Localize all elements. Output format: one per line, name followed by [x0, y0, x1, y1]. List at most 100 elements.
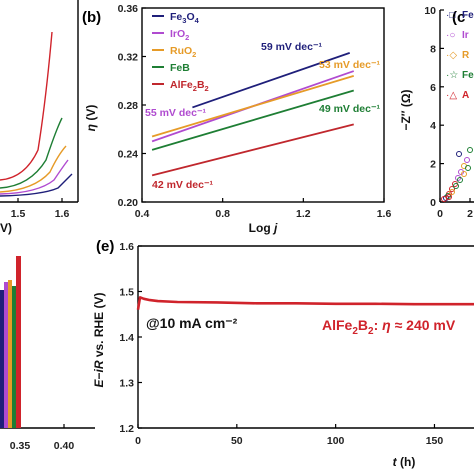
panel-c-nyquist-point [449, 189, 455, 195]
panel-e-series-line-alfe2b2 [136, 296, 474, 310]
panel-d-bar [8, 280, 12, 428]
panel-b-slope-label: 42 mV dec⁻¹ [152, 179, 213, 191]
panel-b-legend-entry: AlFe2B2 [170, 79, 209, 93]
panel-b-x-axis-title: Log j [249, 221, 278, 235]
panel-b-slope-label: 55 mV dec⁻¹ [145, 107, 206, 119]
panel-c-nyquist-point [464, 157, 470, 163]
panel-e-annotation: @10 mA cm⁻² [146, 315, 238, 331]
panel-b-x-tick-label: 0.4 [135, 208, 150, 220]
panel-c-nyquist-point [445, 193, 451, 199]
panel-c-nyquist-point [461, 171, 467, 177]
panel-d: 0.35 0.40 [0, 256, 95, 452]
panel-b-y-tick-label: 0.24 [118, 149, 139, 161]
panel-b-series-line-alfe2b2 [151, 123, 354, 177]
panel-b-x-tick-label: 1.2 [296, 208, 311, 220]
panel-a-curve-feb [0, 117, 63, 189]
panel-e-label: (e) [96, 238, 114, 255]
panel-c-legend-entry: R [462, 50, 470, 61]
panel-b-legend: Fe3O4 IrO2 RuO2 FeB AlFe2B2 [152, 11, 209, 93]
panel-c-legend-marker: ·☆ [446, 70, 458, 81]
panel-b-y-tick-label: 0.36 [118, 3, 139, 15]
panel-c-nyquist-point [465, 165, 471, 171]
panel-a-x-axis-title: V) [0, 221, 12, 235]
panel-d-bar [0, 290, 4, 428]
panel-b-series-line-feb [151, 89, 355, 151]
panel-c-y-axis-title: −Z″ (Ω) [399, 89, 413, 130]
panel-e-y-tick-label: 1.4 [119, 332, 134, 344]
panel-d-x-tick-label: 0.35 [10, 440, 31, 452]
panel-c-legend-marker: ·○ [446, 30, 455, 41]
panel-e-y-tick-label: 1.2 [119, 423, 134, 435]
panel-a-curve-ruo2 [0, 145, 67, 193]
panel-d-bar [16, 256, 21, 428]
panel-b-x-tick-label: 0.8 [215, 208, 230, 220]
panel-e-y-tick-label: 1.5 [119, 287, 134, 299]
panel-b-series-line-fe3o4 [192, 52, 351, 109]
panel-a-x-tick-label: 1.6 [55, 208, 70, 220]
panel-d-bar [12, 286, 16, 428]
panel-e-x-axis-title: t (h) [393, 455, 416, 469]
panel-c-legend-entry: Fe [462, 10, 474, 21]
panel-e-x-tick-label: 50 [231, 435, 243, 447]
panel-c-nyquist-point [456, 151, 462, 157]
panel-e-x-tick-label: 150 [426, 435, 444, 447]
panel-c-y-tick-label: 0 [430, 197, 436, 209]
panel-c-nyquist-point [457, 177, 463, 183]
panel-b-label: (b) [82, 9, 101, 26]
panel-b-axes: 0.4 0.8 1.2 1.6 0.20 0.24 0.28 0.32 0.36 [118, 3, 392, 220]
panel-b-slope-label: 53 mV dec⁻¹ [319, 59, 380, 71]
panel-e-x-tick-label: 0 [135, 435, 141, 447]
panel-c-legend: ·□ Fe ·○ Ir ·◇ R ·☆ Fe ·△ A [446, 10, 474, 101]
panel-b-slope-labels: 59 mV dec⁻¹ 55 mV dec⁻¹ 53 mV dec⁻¹ 49 mV d… [145, 41, 380, 191]
panel-c-x-tick-label: 0 [437, 208, 443, 220]
panel-c-ticks: 0 2 4 6 8 10 0 2 [424, 5, 473, 220]
panel-b-y-tick-label: 0.32 [118, 52, 139, 64]
panel-c-y-tick-label: 4 [430, 120, 436, 132]
panel-b-slope-label: 49 mV dec⁻¹ [319, 103, 380, 115]
panel-a-x-tick-label: 1.5 [11, 208, 26, 220]
panel-c-legend-marker: ·□ [446, 10, 455, 21]
panel-d-bar [4, 282, 8, 428]
panel-c-nyquist-point [449, 186, 455, 192]
panel-b-series-line-ruo2 [151, 75, 355, 138]
panel-c-y-tick-label: 10 [424, 5, 436, 17]
panel-c-legend-marker: ·◇ [446, 50, 457, 61]
panel-c-nyquist-points [441, 147, 473, 202]
panel-c-y-tick-label: 6 [430, 82, 436, 94]
panel-e-x-tick-label: 100 [327, 435, 345, 447]
panel-c-y-tick-label: 8 [430, 43, 436, 55]
panel-c-legend-marker: ·△ [446, 90, 457, 101]
panel-a-curve-alfe2b2 [0, 31, 53, 181]
panel-c-x-tick-label: 2 [467, 208, 473, 220]
panel-a-curve-iro2 [0, 159, 69, 195]
panel-e: (e) 0 50 100 150 1.2 1.3 1.4 1.5 1.6 E−iR vs. RH… [92, 238, 474, 469]
panel-c-label: (c [452, 9, 465, 26]
panel-b-legend-entry: FeB [170, 62, 190, 74]
panel-b-series [151, 52, 355, 177]
panel-b-legend-entry: IrO2 [170, 28, 189, 42]
panel-c-legend-entry: Ir [462, 30, 469, 41]
panel-b: (b) 0.4 0.8 1.2 1.6 0.20 0.24 0.28 0.32 0.36 Fe3… [82, 3, 391, 235]
panel-b-y-tick-label: 0.28 [118, 100, 139, 112]
panel-e-series-label: AlFe2B2: η ≈ 240 mV [322, 317, 456, 337]
panel-a-curve-fe3o4 [0, 173, 73, 197]
panel-c-nyquist-point [441, 196, 447, 202]
panel-b-slope-label: 59 mV dec⁻¹ [261, 41, 322, 53]
panel-c-legend-entry: Fe [462, 70, 474, 81]
panel-c: (c 0 2 4 6 8 10 0 2 −Z″ (Ω) ·□ Fe ·○ Ir ·◇ R ·☆ Fe ·△ A [399, 5, 474, 220]
panel-c-nyquist-point [446, 194, 452, 200]
panel-e-y-tick-label: 1.3 [119, 378, 134, 390]
panel-b-x-tick-label: 1.6 [377, 208, 392, 220]
panel-e-y-tick-label: 1.6 [119, 241, 134, 253]
panel-c-nyquist-point [467, 147, 473, 153]
panel-b-y-axis-title: η (V) [84, 105, 98, 132]
panel-b-legend-entry: Fe3O4 [170, 11, 200, 25]
panel-e-y-axis-title: E−iR vs. RHE (V) [92, 292, 106, 387]
panel-b-y-tick-label: 0.20 [118, 197, 139, 209]
panel-c-legend-entry: A [462, 90, 469, 101]
panel-c-nyquist-point [453, 183, 459, 189]
panel-e-series [136, 296, 474, 310]
panel-a: 1.5 1.6 V) [0, 0, 79, 235]
panel-d-x-tick-label: 0.40 [54, 440, 75, 452]
